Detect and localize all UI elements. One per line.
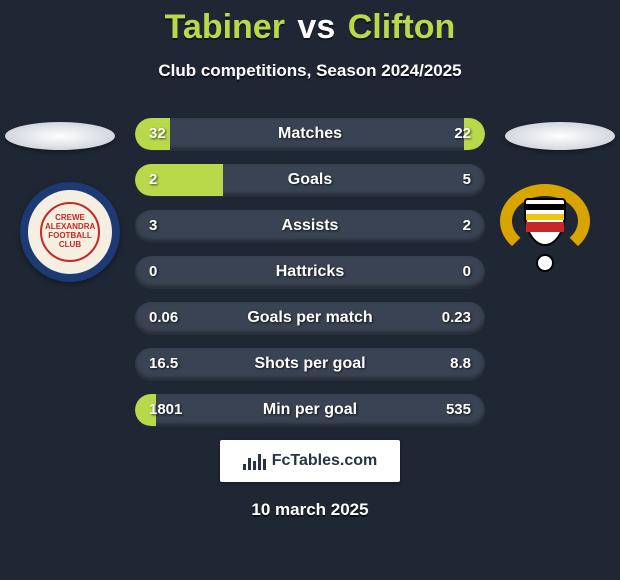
comparison-title: Tabiner vs Clifton (0, 0, 620, 47)
stat-row: 16.58.8Shots per goal (135, 348, 485, 380)
branding: FcTables.com (220, 440, 400, 482)
stat-row: 0.060.23Goals per match (135, 302, 485, 334)
stat-row: 32Assists (135, 210, 485, 242)
club-badge-left-text: CREWE ALEXANDRA FOOTBALL CLUB (40, 202, 100, 262)
stat-label: Matches (135, 118, 485, 150)
player2-name: Clifton (348, 8, 456, 46)
stats-bars: 3222Matches 25Goals 32Assists 00Hattricks 0.… (135, 118, 485, 440)
stat-label: Shots per goal (135, 348, 485, 380)
stat-label: Assists (135, 210, 485, 242)
club-badge-left: CREWE ALEXANDRA FOOTBALL CLUB (20, 182, 120, 282)
stat-row: 25Goals (135, 164, 485, 196)
player2-platform (505, 122, 615, 150)
date-text: 10 march 2025 (0, 500, 620, 520)
player1-platform (5, 122, 115, 150)
stat-label: Hattricks (135, 256, 485, 288)
player1-name: Tabiner (165, 8, 285, 46)
stat-row: 3222Matches (135, 118, 485, 150)
branding-logo-icon (243, 452, 266, 470)
stat-label: Goals per match (135, 302, 485, 334)
branding-text: FcTables.com (272, 452, 378, 470)
rovers-badge-graphic (500, 176, 590, 266)
club-badge-right (500, 176, 590, 266)
stat-label: Goals (135, 164, 485, 196)
vs-text: vs (297, 8, 335, 46)
stat-row: 00Hattricks (135, 256, 485, 288)
stat-label: Min per goal (135, 394, 485, 426)
subtitle: Club competitions, Season 2024/2025 (0, 61, 620, 81)
stat-row: 1801535Min per goal (135, 394, 485, 426)
